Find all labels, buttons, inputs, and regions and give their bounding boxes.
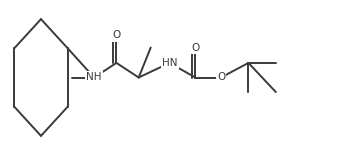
- Text: O: O: [191, 42, 199, 53]
- Text: NH: NH: [86, 73, 102, 82]
- Text: O: O: [217, 73, 225, 82]
- Text: HN: HN: [162, 58, 177, 68]
- Text: O: O: [112, 30, 120, 40]
